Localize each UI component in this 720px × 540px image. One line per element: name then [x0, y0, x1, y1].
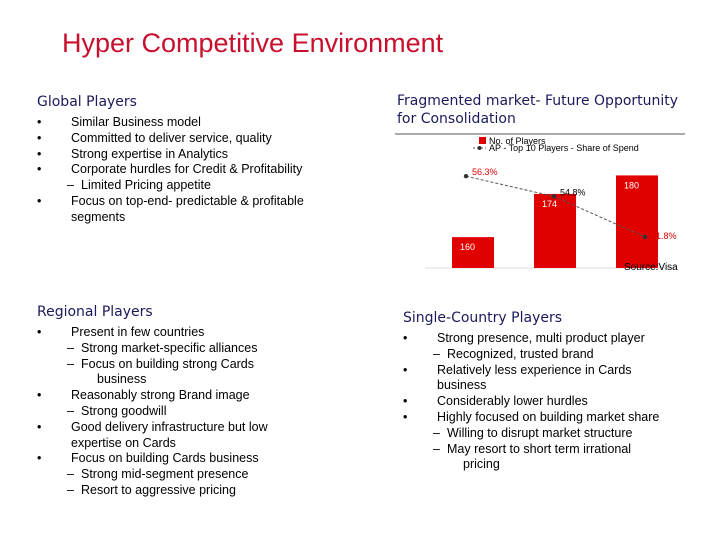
list-item-text: Strong market-specific alliances [81, 340, 258, 355]
bar [534, 193, 576, 268]
dash-marker: – [433, 441, 440, 456]
list-item-text: Focus on building strong Cards [81, 356, 255, 371]
list-item-text: Willing to disrupt market structure [447, 425, 633, 440]
list-item-text: Strong expertise in Analytics [71, 146, 229, 161]
line-value-label: 54.8% [560, 187, 586, 197]
list-item-text: Limited Pricing appetite [81, 178, 211, 193]
list-item-text: Focus on top-end- predictable & profitab… [71, 193, 304, 208]
global-players-list: Similar Business modelCommitted to deliv… [37, 115, 357, 226]
list-item: – Strong mid-segment presence [37, 467, 357, 483]
list-item-text: Present in few countries [71, 325, 205, 339]
list-item-text: expertise on Cards [71, 435, 176, 450]
list-item-text: Recognized, trusted brand [447, 346, 594, 361]
legend-label: AP - Top 10 Players - Share of Spend [489, 143, 639, 153]
list-item: Corporate hurdles for Credit & Profitabi… [37, 162, 357, 178]
list-item: – Focus on building strong Cards [37, 357, 357, 373]
dash-marker: – [67, 482, 74, 497]
list-item: – Willing to disrupt market structure [403, 426, 713, 442]
list-item: Present in few countries [37, 325, 357, 341]
slide-title: Hyper Competitive Environment [62, 28, 444, 58]
list-item-text: pricing [463, 457, 500, 472]
global-players-heading: Global Players [37, 94, 137, 110]
list-item-text: Good delivery infrastructure but low [71, 419, 268, 434]
list-item: Relatively less experience in Cards [403, 363, 713, 379]
fragmented-heading-line1: Fragmented market- Future Opportunity [397, 93, 679, 109]
list-item-text: Corporate hurdles for Credit & Profitabi… [71, 162, 303, 177]
list-item: expertise on Cards [37, 436, 357, 452]
regional-players-list: Present in few countries–Strong market-s… [37, 325, 357, 499]
list-item-text: Strong mid-segment presence [81, 467, 249, 482]
legend-line-marker [477, 146, 482, 150]
list-item-text: May resort to short term irrational [447, 441, 632, 456]
dash-marker: – [67, 340, 74, 355]
list-item: – Limited Pricing appetite [37, 178, 357, 194]
dash-marker: – [433, 425, 440, 440]
list-item: Strong presence, multi product player [403, 331, 713, 347]
legend-label: No. of Players [489, 136, 546, 146]
list-item-text: Relatively less experience in Cards [437, 362, 632, 377]
list-item: Similar Business model [37, 115, 357, 131]
list-item-text: Similar Business model [71, 115, 201, 129]
list-item: – May resort to short term irrational [403, 442, 713, 458]
list-item-text: Strong presence, multi product player [437, 331, 645, 345]
dash-marker: – [67, 356, 74, 371]
list-item: Considerably lower hurdles [403, 394, 713, 410]
list-item-text: Committed to deliver service, quality [71, 130, 272, 145]
dash-marker: – [67, 403, 74, 418]
dash-marker: – [67, 467, 74, 482]
list-item: – Recognized, trusted brand [403, 347, 713, 363]
list-item: Focus on top-end- predictable & profitab… [37, 194, 357, 210]
list-item: Reasonably strong Brand image [37, 388, 357, 404]
fragmented-heading-line2: for Consolidation [397, 111, 516, 127]
bar [616, 175, 658, 268]
bar-value-label: 174 [542, 199, 557, 209]
dash-marker: – [433, 346, 440, 361]
chart-plot: 160 174 180 56.3% 54.8% 51.8% [425, 167, 677, 269]
list-item: business [403, 378, 713, 394]
line-value-label: 51.8% [651, 231, 677, 241]
list-item: pricing [403, 457, 713, 473]
single-country-list: Strong presence, multi product player–Re… [403, 331, 713, 473]
list-item-text: segments [71, 209, 126, 224]
list-item-text: Highly focused on building market share [437, 409, 660, 424]
list-item-text: Resort to aggressive pricing [81, 482, 236, 497]
legend-bar-swatch [479, 137, 486, 144]
line-point [551, 194, 557, 199]
list-item-text: Considerably lower hurdles [437, 394, 588, 409]
list-item: Good delivery infrastructure but low [37, 420, 357, 436]
list-item: business [37, 372, 357, 388]
list-item: segments [37, 210, 357, 226]
line-value-label: 56.3% [472, 167, 498, 177]
list-item: – Strong goodwill [37, 404, 357, 420]
single-country-heading: Single-Country Players [403, 310, 563, 326]
list-item: Focus on building Cards business [37, 451, 357, 467]
list-item: – Resort to aggressive pricing [37, 483, 357, 499]
line-point [463, 174, 469, 179]
bar-value-label: 160 [460, 242, 475, 252]
list-item: Strong expertise in Analytics [37, 147, 357, 163]
list-item-text: Reasonably strong Brand image [71, 388, 250, 403]
regional-players-heading: Regional Players [37, 304, 153, 320]
list-item-text: business [97, 372, 147, 387]
chart-source: Source:Visa [624, 262, 678, 273]
list-item-text: business [437, 378, 487, 393]
dash-marker: – [67, 178, 74, 193]
list-item-text: Focus on building Cards business [71, 451, 259, 466]
list-item: Highly focused on building market share [403, 410, 713, 426]
bar-value-label: 180 [624, 180, 639, 190]
list-item-text: Strong goodwill [81, 403, 167, 418]
list-item: – Strong market-specific alliances [37, 341, 357, 357]
line-point [642, 234, 648, 240]
list-item: Committed to deliver service, quality [37, 131, 357, 147]
bar [452, 237, 494, 268]
